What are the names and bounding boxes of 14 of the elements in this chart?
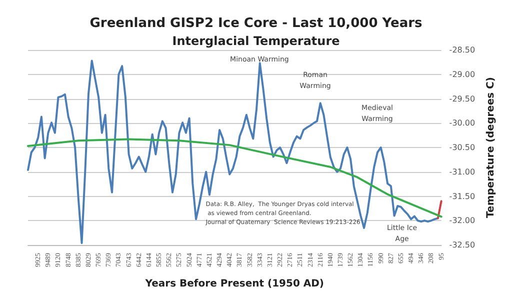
line-series bbox=[27, 138, 442, 218]
y-tick-label: -29.50 bbox=[449, 94, 476, 104]
chart-title: Greenland GISP2 Ice Core - Last 10,000 Years bbox=[90, 16, 422, 31]
y-tick-label: -31.50 bbox=[449, 192, 476, 201]
y-tick-label: -29.00 bbox=[449, 70, 476, 79]
y-tick-label: -30.00 bbox=[449, 118, 476, 128]
x-axis-title: Years Before Present (1950 AD) bbox=[144, 278, 324, 290]
y-tick-label: -31.00 bbox=[449, 167, 476, 176]
y-tick-label: -32.00 bbox=[449, 216, 476, 226]
y-axis-title: Temperature (degrees C) bbox=[486, 77, 496, 218]
y-tick-label: -28.50 bbox=[449, 46, 476, 54]
y-tick-label: -30.50 bbox=[449, 143, 476, 152]
chart-subtitle: Interglacial Temperature bbox=[172, 34, 340, 48]
y-tick-label: -32.50 bbox=[449, 240, 476, 250]
